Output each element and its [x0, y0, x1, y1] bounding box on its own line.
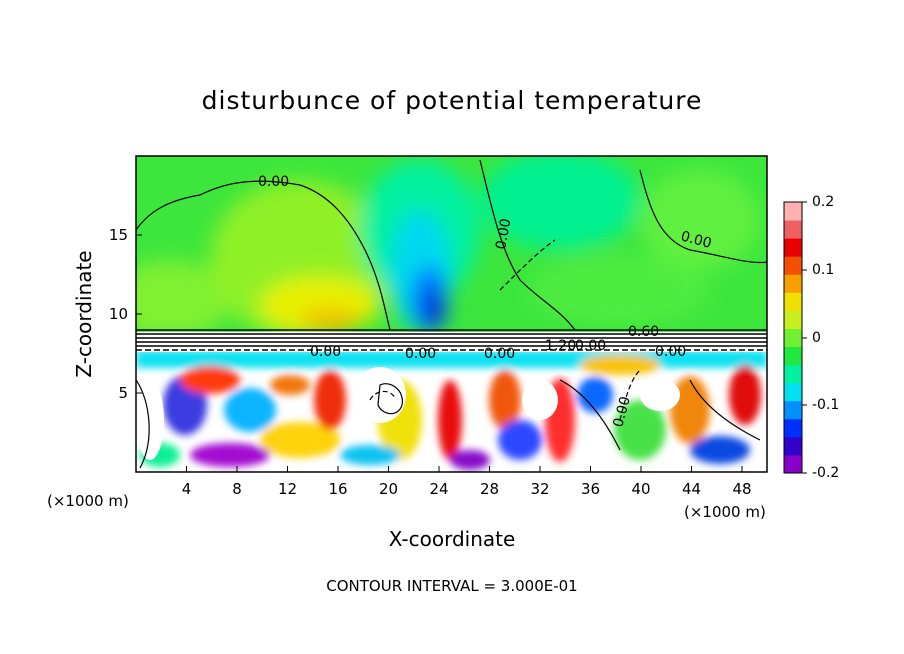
- x-tick-label: 32: [530, 480, 550, 498]
- x-ticks: [186, 466, 743, 472]
- heatmap-field: [136, 156, 767, 472]
- y-tick-label: 5: [118, 384, 128, 402]
- contour-interval: CONTOUR INTERVAL = 3.000E-01: [326, 577, 578, 595]
- colorbar-tick-label: 0.2: [812, 194, 835, 210]
- contour-label: 0.00: [310, 344, 341, 360]
- chart-title: disturbunce of potential temperature: [201, 86, 703, 115]
- x-tick-label: 28: [479, 480, 500, 498]
- colorbar-swatch: [784, 328, 802, 348]
- x-tick-label: 24: [429, 480, 449, 498]
- y-tick-label: 10: [108, 305, 128, 323]
- colorbar-swatch: [784, 382, 802, 402]
- colorbar-tick-label: -0.2: [812, 465, 840, 481]
- contour-label: 0.00: [655, 344, 686, 360]
- x-unit-right: (×1000 m): [684, 503, 766, 521]
- x-tick-label: 48: [732, 480, 752, 498]
- colorbar: [783, 201, 807, 474]
- x-tick-label: 36: [580, 480, 601, 498]
- contour-labels: 0.00 0.00 0.00 0.00 0.00 0.00 -1.20 0.00…: [258, 174, 713, 429]
- x-unit-left: (×1000 m): [47, 492, 129, 510]
- contour-label: 0.00: [610, 395, 634, 429]
- contour-label: 0.00: [484, 346, 515, 362]
- x-axis-label: X-coordinate: [388, 527, 516, 551]
- x-tick-label: 40: [631, 480, 651, 498]
- colorbar-swatch: [784, 238, 802, 257]
- contour-label: -1.20: [540, 338, 576, 354]
- y-axis-label: Z-coordinate: [72, 250, 96, 378]
- x-tick-label: 4: [181, 480, 192, 498]
- colorbar-tick-label: -0.1: [812, 397, 840, 413]
- colorbar-swatch: [784, 436, 802, 456]
- colorbar-tick-label: 0.1: [812, 262, 835, 278]
- colorbar-swatch: [784, 220, 802, 239]
- contour-label: 0.00: [679, 228, 713, 252]
- x-tick-label: 16: [328, 480, 348, 498]
- colorbar-swatch: [784, 202, 802, 221]
- colorbar-swatch: [784, 454, 802, 474]
- contour-label: 0.00: [405, 346, 436, 362]
- colorbar-swatch: [784, 364, 802, 384]
- colorbar-tick-label: 0: [812, 330, 821, 346]
- y-tick-label: 15: [108, 226, 128, 244]
- x-tick-label: 8: [232, 480, 242, 498]
- colorbar-swatch: [784, 418, 802, 438]
- x-tick-label: 20: [378, 480, 399, 498]
- x-tick-label: 44: [681, 480, 702, 498]
- colorbar-swatch: [784, 400, 802, 420]
- contour-label: 0.00: [575, 338, 606, 354]
- colorbar-swatch: [784, 310, 802, 329]
- colorbar-swatch: [784, 256, 802, 275]
- colorbar-swatch: [784, 274, 802, 293]
- contour-label: 0.00: [493, 217, 514, 250]
- x-tick-label: 12: [277, 480, 298, 498]
- contour-label: 0.00: [258, 174, 289, 190]
- contour-label: 0.60: [628, 324, 659, 340]
- colorbar-swatch: [784, 292, 802, 311]
- y-ticks: [136, 234, 142, 394]
- colorbar-swatch: [784, 346, 802, 366]
